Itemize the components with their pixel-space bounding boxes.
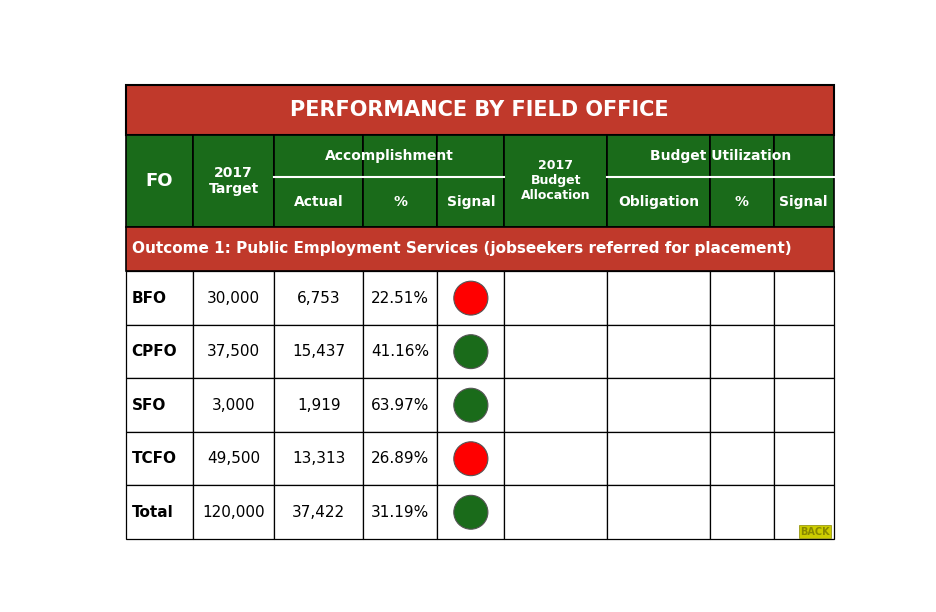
Bar bbox=[709, 271, 773, 325]
Text: 2017
Budget
Allocation: 2017 Budget Allocation bbox=[521, 159, 591, 202]
Bar bbox=[125, 135, 193, 226]
Text: 49,500: 49,500 bbox=[207, 451, 260, 466]
Text: 13,313: 13,313 bbox=[292, 451, 345, 466]
Text: 120,000: 120,000 bbox=[202, 505, 265, 520]
Ellipse shape bbox=[454, 335, 488, 368]
Text: Signal: Signal bbox=[780, 195, 827, 209]
Text: FO: FO bbox=[146, 171, 173, 190]
Bar bbox=[125, 432, 193, 485]
Bar bbox=[437, 135, 505, 226]
Bar bbox=[505, 485, 607, 539]
Bar bbox=[437, 432, 505, 485]
Text: Obligation: Obligation bbox=[618, 195, 699, 209]
Text: CPFO: CPFO bbox=[131, 344, 177, 359]
Text: 26.89%: 26.89% bbox=[371, 451, 430, 466]
Ellipse shape bbox=[454, 495, 488, 529]
Bar bbox=[437, 325, 505, 378]
Bar bbox=[363, 135, 437, 226]
Text: SFO: SFO bbox=[131, 398, 166, 412]
Bar bbox=[363, 325, 437, 378]
Text: 30,000: 30,000 bbox=[207, 291, 260, 305]
Bar bbox=[709, 378, 773, 432]
Text: 37,422: 37,422 bbox=[292, 505, 345, 520]
Bar bbox=[505, 271, 607, 325]
Bar bbox=[709, 135, 773, 226]
Bar bbox=[193, 378, 274, 432]
Bar bbox=[437, 271, 505, 325]
Text: Total: Total bbox=[131, 505, 173, 520]
Text: 1,919: 1,919 bbox=[297, 398, 341, 412]
Bar bbox=[193, 271, 274, 325]
Text: 37,500: 37,500 bbox=[207, 344, 260, 359]
Text: 2017
Target: 2017 Target bbox=[209, 166, 258, 196]
Bar bbox=[363, 271, 437, 325]
Text: Outcome 1: Public Employment Services (jobseekers referred for placement): Outcome 1: Public Employment Services (j… bbox=[131, 242, 791, 256]
Bar bbox=[607, 271, 709, 325]
Bar bbox=[437, 378, 505, 432]
Bar bbox=[125, 325, 193, 378]
Text: 31.19%: 31.19% bbox=[371, 505, 430, 520]
Bar bbox=[505, 325, 607, 378]
Text: Signal: Signal bbox=[446, 195, 495, 209]
Text: TCFO: TCFO bbox=[131, 451, 177, 466]
Bar bbox=[773, 271, 834, 325]
Bar bbox=[363, 378, 437, 432]
Text: Accomplishment: Accomplishment bbox=[325, 149, 454, 163]
Text: 15,437: 15,437 bbox=[292, 344, 345, 359]
Bar bbox=[125, 85, 834, 135]
Bar bbox=[193, 325, 274, 378]
Bar bbox=[274, 485, 363, 539]
Text: Actual: Actual bbox=[294, 195, 344, 209]
Bar bbox=[193, 135, 274, 226]
Bar bbox=[274, 432, 363, 485]
Bar bbox=[125, 378, 193, 432]
Text: 41.16%: 41.16% bbox=[371, 344, 429, 359]
Bar bbox=[773, 135, 834, 226]
Ellipse shape bbox=[454, 442, 488, 476]
Text: 22.51%: 22.51% bbox=[371, 291, 429, 305]
Bar bbox=[607, 325, 709, 378]
Text: BACK: BACK bbox=[800, 527, 830, 537]
Text: 3,000: 3,000 bbox=[212, 398, 256, 412]
Bar bbox=[274, 378, 363, 432]
Text: BFO: BFO bbox=[131, 291, 167, 305]
Bar bbox=[505, 135, 607, 226]
Bar bbox=[437, 485, 505, 539]
Bar bbox=[274, 135, 363, 226]
Bar bbox=[607, 135, 709, 226]
Bar bbox=[709, 325, 773, 378]
Text: %: % bbox=[735, 195, 749, 209]
Bar bbox=[607, 432, 709, 485]
Bar bbox=[363, 485, 437, 539]
Bar bbox=[505, 432, 607, 485]
Bar bbox=[773, 325, 834, 378]
Text: 6,753: 6,753 bbox=[297, 291, 341, 305]
Bar bbox=[773, 432, 834, 485]
Text: PERFORMANCE BY FIELD OFFICE: PERFORMANCE BY FIELD OFFICE bbox=[290, 100, 669, 120]
Bar bbox=[193, 432, 274, 485]
Bar bbox=[709, 485, 773, 539]
Bar bbox=[125, 271, 193, 325]
Text: %: % bbox=[393, 195, 407, 209]
Ellipse shape bbox=[454, 281, 488, 315]
Bar bbox=[607, 378, 709, 432]
Bar bbox=[125, 226, 834, 271]
Bar bbox=[274, 325, 363, 378]
Bar bbox=[607, 485, 709, 539]
Bar bbox=[505, 378, 607, 432]
Bar bbox=[773, 485, 834, 539]
Bar bbox=[193, 485, 274, 539]
Bar bbox=[363, 432, 437, 485]
Ellipse shape bbox=[454, 388, 488, 422]
Text: Budget Utilization: Budget Utilization bbox=[650, 149, 791, 163]
Bar bbox=[274, 271, 363, 325]
Bar bbox=[709, 432, 773, 485]
Bar bbox=[773, 378, 834, 432]
Bar bbox=[125, 485, 193, 539]
Text: 63.97%: 63.97% bbox=[371, 398, 430, 412]
